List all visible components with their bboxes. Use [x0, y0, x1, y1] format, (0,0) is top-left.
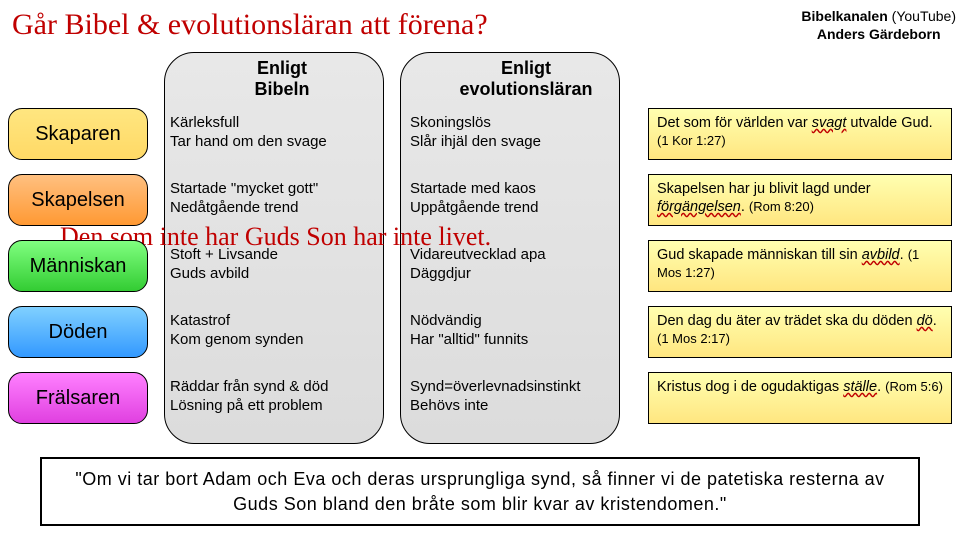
column-header-evolution: Enligtevolutionsläran: [406, 56, 646, 106]
footer-quote: "Om vi tar bort Adam och Eva och deras u…: [40, 457, 920, 526]
channel-author: Anders Gärdeborn: [801, 25, 956, 43]
scripture-quote: Skapelsen har ju blivit lagd under förgä…: [648, 174, 952, 226]
cell-bible: KärleksfullTar hand om den svage: [166, 108, 406, 160]
channel-platform: (YouTube): [892, 8, 956, 24]
cell-bible: Räddar från synd & dödLösning på ett pro…: [166, 372, 406, 424]
table-row: Skapelsen Startade "mycket gott"Nedåtgåen…: [8, 174, 952, 226]
row-label: Döden: [8, 306, 148, 358]
scripture-quote: Kristus dog i de ogudaktigas ställe. (Ro…: [648, 372, 952, 424]
table-row: Frälsaren Räddar från synd & dödLösning p…: [8, 372, 952, 424]
row-label: Människan: [8, 240, 148, 292]
cell-bible: Stoft + LivsandeGuds avbild: [166, 240, 406, 292]
channel-info: Bibelkanalen (YouTube) Anders Gärdeborn: [801, 7, 960, 43]
channel-name: Bibelkanalen: [801, 8, 887, 24]
cell-evolution: SkoningslösSlår ihjäl den svage: [406, 108, 644, 160]
scripture-quote: Den dag du äter av trädet ska du döden d…: [648, 306, 952, 358]
page-title: Går Bibel & evolutionsläran att förena?: [0, 8, 801, 42]
cell-evolution: Startade med kaosUppåtgående trend: [406, 174, 644, 226]
table-row: Människan Stoft + LivsandeGuds avbildVida…: [8, 240, 952, 292]
cell-evolution: Vidareutvecklad apaDäggdjur: [406, 240, 644, 292]
table-row: Skaparen KärleksfullTar hand om den svage…: [8, 108, 952, 160]
cell-evolution: NödvändigHar "alltid" funnits: [406, 306, 644, 358]
scripture-quote: Det som för världen var svagt utvalde Gu…: [648, 108, 952, 160]
row-label: Skapelsen: [8, 174, 148, 226]
row-label: Skaparen: [8, 108, 148, 160]
cell-bible: KatastrofKom genom synden: [166, 306, 406, 358]
scripture-quote: Gud skapade människan till sin avbild. (…: [648, 240, 952, 292]
column-header-bible: EnligtBibeln: [158, 56, 406, 106]
table-row: Döden KatastrofKom genom syndenNödvändigH…: [8, 306, 952, 358]
cell-bible: Startade "mycket gott"Nedåtgående trend: [166, 174, 406, 226]
row-label: Frälsaren: [8, 372, 148, 424]
cell-evolution: Synd=överlevnadsinstinktBehövs inte: [406, 372, 644, 424]
